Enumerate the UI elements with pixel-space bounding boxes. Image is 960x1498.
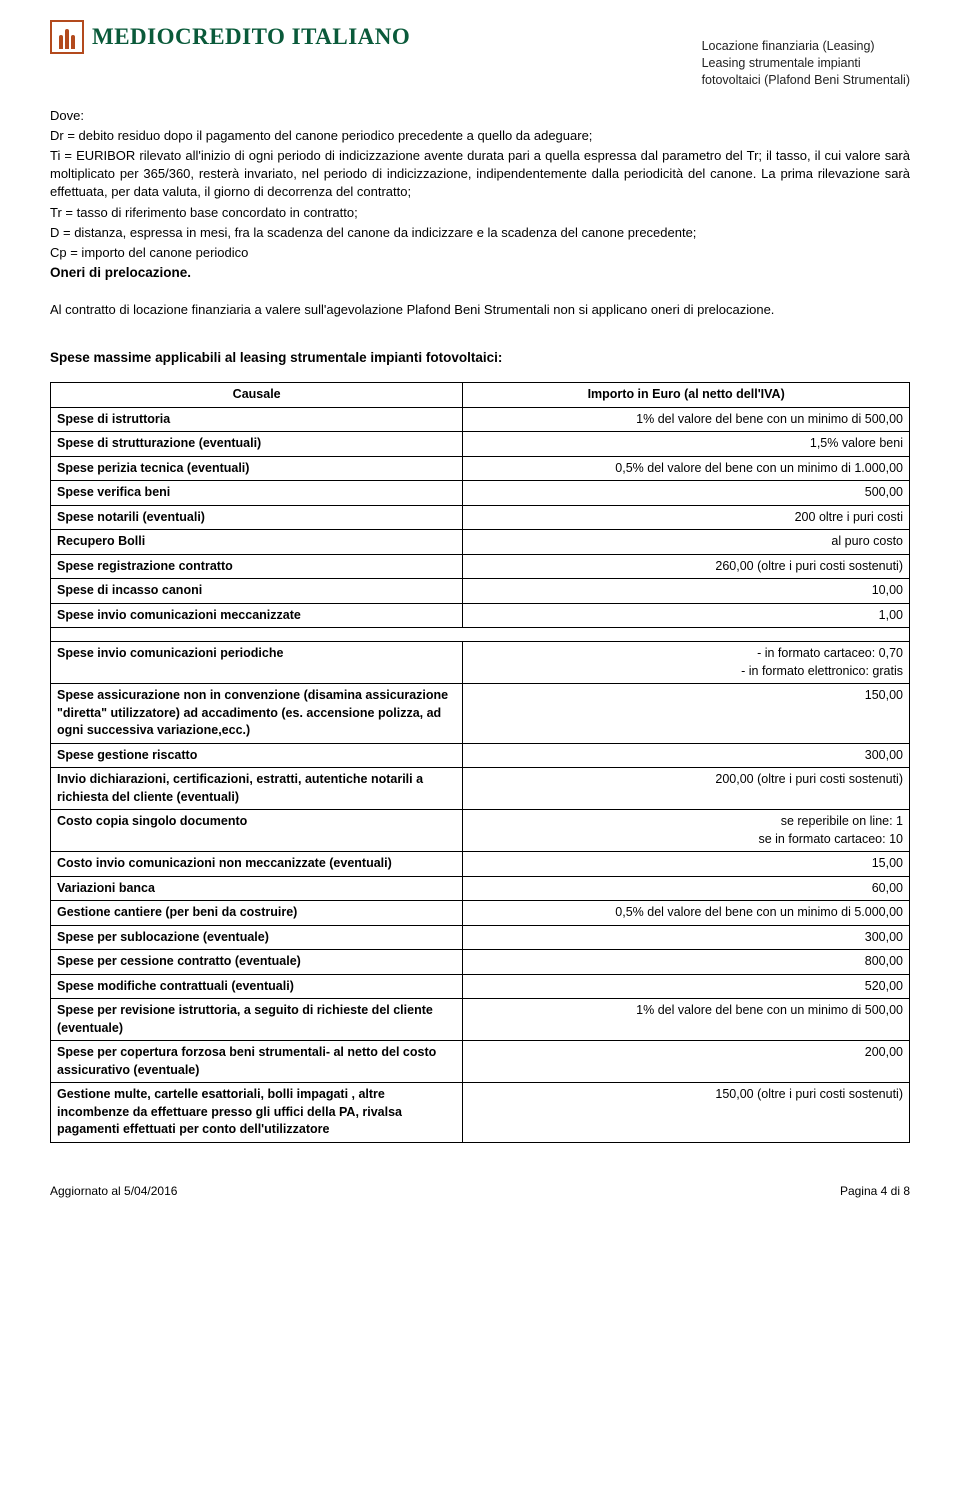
- table-row: Costo copia singolo documentose reperibi…: [51, 810, 910, 852]
- table-cell-value: - in formato cartaceo: 0,70 - in formato…: [463, 642, 910, 684]
- table-row: Invio dichiarazioni, certificazioni, est…: [51, 768, 910, 810]
- logo-text: MEDIOCREDITO ITALIANO: [92, 21, 410, 53]
- fees-table: Causale Importo in Euro (al netto dell'I…: [50, 382, 910, 1143]
- table-row: Gestione cantiere (per beni da costruire…: [51, 901, 910, 926]
- table-cell-value: 800,00: [463, 950, 910, 975]
- table-cell-label: Spese per copertura forzosa beni strumen…: [51, 1041, 463, 1083]
- oneri-heading: Oneri di prelocazione.: [50, 264, 910, 283]
- table-cell-value: 260,00 (oltre i puri costi sostenuti): [463, 554, 910, 579]
- table-cell-label: Spese di strutturazione (eventuali): [51, 432, 463, 457]
- table-cell-value: 300,00: [463, 925, 910, 950]
- table-cell-label: Spese invio comunicazioni periodiche: [51, 642, 463, 684]
- body-paragraph: Cp = importo del canone periodico: [50, 244, 910, 262]
- table-cell-value: 150,00: [463, 684, 910, 744]
- table-cell-label: Spese registrazione contratto: [51, 554, 463, 579]
- table-row: Costo invio comunicazioni non meccanizza…: [51, 852, 910, 877]
- body-text: Dove: Dr = debito residuo dopo il pagame…: [50, 107, 910, 320]
- table-cell-value: 15,00: [463, 852, 910, 877]
- table-cell-value: 520,00: [463, 974, 910, 999]
- dove-label: Dove:: [50, 107, 910, 125]
- table-cell-value: al puro costo: [463, 530, 910, 555]
- table-cell-label: Invio dichiarazioni, certificazioni, est…: [51, 768, 463, 810]
- table-cell-label: Recupero Bolli: [51, 530, 463, 555]
- table-row: Spese invio comunicazioni meccanizzate1,…: [51, 603, 910, 628]
- table-header-row: Causale Importo in Euro (al netto dell'I…: [51, 383, 910, 408]
- table-header-causale: Causale: [51, 383, 463, 408]
- table-cell-label: Gestione cantiere (per beni da costruire…: [51, 901, 463, 926]
- table-row: Spese registrazione contratto260,00 (olt…: [51, 554, 910, 579]
- header-subtitle-line: Leasing strumentale impianti: [702, 55, 910, 72]
- table-cell-label: Spese verifica beni: [51, 481, 463, 506]
- table-row: Spese notarili (eventuali)200 oltre i pu…: [51, 505, 910, 530]
- table-row: Spese perizia tecnica (eventuali)0,5% de…: [51, 456, 910, 481]
- table-cell-value: 1,00: [463, 603, 910, 628]
- logo-block: MEDIOCREDITO ITALIANO: [50, 20, 410, 54]
- table-cell-value: 500,00: [463, 481, 910, 506]
- table-row: Spese di incasso canoni10,00: [51, 579, 910, 604]
- table-row: Recupero Bollial puro costo: [51, 530, 910, 555]
- header-subtitle-line: fotovoltaici (Plafond Beni Strumentali): [702, 72, 910, 89]
- table-cell-value: se reperibile on line: 1 se in formato c…: [463, 810, 910, 852]
- table-cell-label: Spese per sublocazione (eventuale): [51, 925, 463, 950]
- table-header-importo: Importo in Euro (al netto dell'IVA): [463, 383, 910, 408]
- table-row: Spese modifiche contrattuali (eventuali)…: [51, 974, 910, 999]
- table-title: Spese massime applicabili al leasing str…: [50, 349, 910, 368]
- table-cell-label: Spese notarili (eventuali): [51, 505, 463, 530]
- body-paragraph: Tr = tasso di riferimento base concordat…: [50, 204, 910, 222]
- table-cell-label: Spese modifiche contrattuali (eventuali): [51, 974, 463, 999]
- table-cell-value: 300,00: [463, 743, 910, 768]
- table-row: Spese gestione riscatto300,00: [51, 743, 910, 768]
- table-cell-label: Costo invio comunicazioni non meccanizza…: [51, 852, 463, 877]
- table-cell-label: Gestione multe, cartelle esattoriali, bo…: [51, 1083, 463, 1143]
- table-cell-value: 200,00: [463, 1041, 910, 1083]
- table-row: Spese per copertura forzosa beni strumen…: [51, 1041, 910, 1083]
- table-cell-label: Spese gestione riscatto: [51, 743, 463, 768]
- table-row: Spese verifica beni500,00: [51, 481, 910, 506]
- table-cell-label: Spese per cessione contratto (eventuale): [51, 950, 463, 975]
- table-cell-label: Spese per revisione istruttoria, a segui…: [51, 999, 463, 1041]
- table-cell-value: 200 oltre i puri costi: [463, 505, 910, 530]
- table-cell-value: 10,00: [463, 579, 910, 604]
- table-cell-value: 1,5% valore beni: [463, 432, 910, 457]
- table-cell-value: 200,00 (oltre i puri costi sostenuti): [463, 768, 910, 810]
- table-cell-label: Spese di istruttoria: [51, 407, 463, 432]
- body-paragraph: D = distanza, espressa in mesi, fra la s…: [50, 224, 910, 242]
- table-row: Variazioni banca60,00: [51, 876, 910, 901]
- table-cell-label: Spese invio comunicazioni meccanizzate: [51, 603, 463, 628]
- table-row: Gestione multe, cartelle esattoriali, bo…: [51, 1083, 910, 1143]
- footer-date: Aggiornato al 5/04/2016: [50, 1183, 177, 1200]
- page: MEDIOCREDITO ITALIANO Locazione finanzia…: [0, 0, 960, 1229]
- table-blank-row: [51, 628, 910, 642]
- body-paragraph: Ti = EURIBOR rilevato all'inizio di ogni…: [50, 147, 910, 202]
- header-subtitle-line: Locazione finanziaria (Leasing): [702, 38, 910, 55]
- table-row: Spese per revisione istruttoria, a segui…: [51, 999, 910, 1041]
- table-cell-value: 150,00 (oltre i puri costi sostenuti): [463, 1083, 910, 1143]
- table-cell-label: Spese di incasso canoni: [51, 579, 463, 604]
- table-row: Spese per sublocazione (eventuale)300,00: [51, 925, 910, 950]
- table-row: Spese invio comunicazioni periodiche- in…: [51, 642, 910, 684]
- table-cell-label: Spese assicurazione non in convenzione (…: [51, 684, 463, 744]
- footer-page-number: Pagina 4 di 8: [840, 1183, 910, 1200]
- logo-icon: [50, 20, 84, 54]
- table-cell-value: 1% del valore del bene con un minimo di …: [463, 999, 910, 1041]
- table-cell-label: Variazioni banca: [51, 876, 463, 901]
- table-row: Spese assicurazione non in convenzione (…: [51, 684, 910, 744]
- header-subtitle: Locazione finanziaria (Leasing) Leasing …: [702, 20, 910, 89]
- table-row: Spese di strutturazione (eventuali)1,5% …: [51, 432, 910, 457]
- table-cell-value: 60,00: [463, 876, 910, 901]
- table-row: Spese per cessione contratto (eventuale)…: [51, 950, 910, 975]
- body-paragraph: Dr = debito residuo dopo il pagamento de…: [50, 127, 910, 145]
- page-footer: Aggiornato al 5/04/2016 Pagina 4 di 8: [50, 1183, 910, 1200]
- table-cell-label: Spese perizia tecnica (eventuali): [51, 456, 463, 481]
- table-cell-value: 0,5% del valore del bene con un minimo d…: [463, 901, 910, 926]
- table-row: Spese di istruttoria1% del valore del be…: [51, 407, 910, 432]
- oneri-text: Al contratto di locazione finanziaria a …: [50, 301, 910, 319]
- page-header: MEDIOCREDITO ITALIANO Locazione finanzia…: [50, 20, 910, 89]
- table-cell-label: Costo copia singolo documento: [51, 810, 463, 852]
- table-cell-value: 1% del valore del bene con un minimo di …: [463, 407, 910, 432]
- table-cell-value: 0,5% del valore del bene con un minimo d…: [463, 456, 910, 481]
